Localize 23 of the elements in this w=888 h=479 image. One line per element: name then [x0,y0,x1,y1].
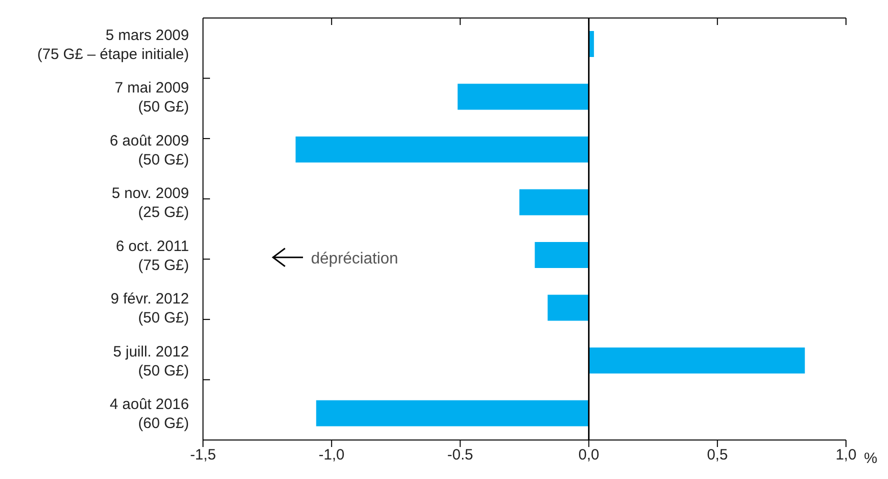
y-tick-label: 6 août 2009 (50 G£) [110,132,189,168]
y-tick-label: 4 août 2016 (60 G£) [110,396,189,432]
bar [296,136,589,162]
annotation: dépréciation [311,250,398,268]
bar [519,189,589,216]
y-tick-label: 5 juill. 2012 (50 G£) [113,342,189,379]
x-tick-label: -0.5 [447,446,474,464]
x-tick-label: 1,0 [836,446,856,464]
y-tick-label: 5 nov. 2009 (25 G£) [112,184,189,221]
y-tick-label: 7 mai 2009 (50 G£) [114,79,189,116]
x-tick-label: 0,5 [706,446,728,464]
x-tick-label: -1,5 [190,446,216,464]
x-axis-title: % [864,450,878,467]
bar [548,294,589,321]
bar [534,242,589,268]
bar [458,84,589,110]
bar [316,400,589,426]
y-tick-label: 9 févr. 2012 (50 G£) [110,290,189,326]
x-tick-label: 0,0 [578,446,600,464]
y-tick-label: 5 mars 2009 (75 G£ – étape initiale) [37,26,189,62]
x-tick-label: -1,0 [318,446,345,464]
y-tick-label: 6 oct. 2011 (75 G£) [116,237,189,274]
bar [588,348,805,374]
